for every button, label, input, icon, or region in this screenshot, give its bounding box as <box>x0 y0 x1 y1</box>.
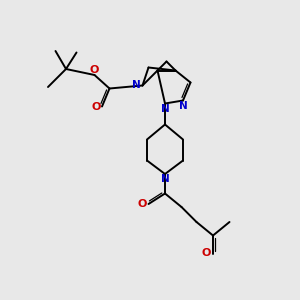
Text: N: N <box>160 103 169 114</box>
Text: O: O <box>138 199 147 209</box>
Text: N: N <box>160 174 169 184</box>
Text: N: N <box>178 100 188 111</box>
Text: O: O <box>92 101 101 112</box>
Text: O: O <box>90 64 99 75</box>
Text: N: N <box>131 80 140 91</box>
Text: O: O <box>202 248 211 259</box>
